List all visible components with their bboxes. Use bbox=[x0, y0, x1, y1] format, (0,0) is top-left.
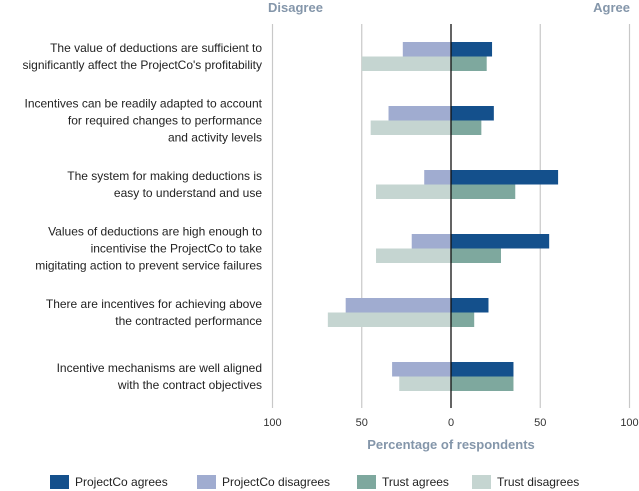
legend-label: Trust disagrees bbox=[497, 475, 579, 489]
bar-projectco-disagrees bbox=[411, 234, 451, 249]
category-label: The value of deductions are sufficient t… bbox=[50, 41, 262, 55]
gridlines bbox=[271, 24, 631, 408]
x-tick-label: 0 bbox=[448, 417, 454, 429]
legend-swatch bbox=[357, 475, 376, 489]
bar-trust-disagrees bbox=[327, 312, 451, 327]
bar-trust-disagrees bbox=[370, 120, 451, 135]
bar-projectco-disagrees bbox=[388, 106, 451, 121]
x-tick-label: 50 bbox=[356, 417, 368, 429]
legend: ProjectCo agrees ProjectCo disagrees Trust… bbox=[50, 475, 579, 489]
x-axis-label: Percentage of respondents bbox=[367, 437, 535, 452]
bar-projectco-disagrees bbox=[392, 362, 451, 377]
x-tick-label: 100 bbox=[263, 417, 281, 429]
bar-trust-disagrees bbox=[376, 184, 451, 199]
category-label: The system for making deductions is bbox=[67, 169, 262, 183]
category-label: migitating action to prevent service fai… bbox=[35, 259, 262, 273]
category-labels: The value of deductions are sufficient t… bbox=[22, 41, 262, 392]
category-label: Incentives can be readily adapted to acc… bbox=[25, 97, 263, 111]
category-label: There are incentives for achieving above bbox=[46, 297, 262, 311]
bar-projectco-agrees bbox=[451, 106, 494, 121]
legend-label: ProjectCo disagrees bbox=[222, 475, 330, 489]
category-label: for required changes to performance bbox=[68, 114, 262, 128]
bar-projectco-disagrees bbox=[402, 42, 451, 57]
x-ticks: 100 50 0 50 100 bbox=[263, 417, 638, 429]
bar-projectco-agrees bbox=[451, 362, 514, 377]
legend-swatch bbox=[50, 475, 69, 489]
bar-trust-agrees bbox=[451, 376, 514, 391]
x-tick-label: 100 bbox=[620, 417, 638, 429]
x-tick-label: 50 bbox=[534, 417, 546, 429]
bars bbox=[327, 24, 559, 408]
legend-swatch bbox=[472, 475, 491, 489]
bar-trust-disagrees bbox=[361, 56, 451, 71]
category-label: the contracted performance bbox=[115, 314, 262, 328]
header-disagree: Disagree bbox=[268, 0, 323, 15]
bar-trust-disagrees bbox=[376, 248, 451, 263]
bar-trust-disagrees bbox=[399, 376, 451, 391]
bar-projectco-agrees bbox=[451, 170, 559, 185]
bar-trust-agrees bbox=[451, 120, 482, 135]
bar-trust-agrees bbox=[451, 248, 501, 263]
legend-label: Trust agrees bbox=[382, 475, 449, 489]
header-agree: Agree bbox=[593, 0, 630, 15]
legend-label: ProjectCo agrees bbox=[75, 475, 168, 489]
legend-swatch bbox=[197, 475, 216, 489]
bar-trust-agrees bbox=[451, 312, 475, 327]
category-label: with the contract objectives bbox=[117, 378, 262, 392]
bar-projectco-agrees bbox=[451, 234, 550, 249]
bar-projectco-disagrees bbox=[424, 170, 451, 185]
bar-trust-agrees bbox=[451, 56, 487, 71]
category-label: easy to understand and use bbox=[114, 186, 262, 200]
bar-projectco-agrees bbox=[451, 42, 493, 57]
bar-projectco-agrees bbox=[451, 298, 489, 313]
category-label: Values of deductions are high enough to bbox=[48, 225, 262, 239]
category-label: Incentive mechanisms are well aligned bbox=[57, 361, 262, 375]
category-label: significantly affect the ProjectCo's pro… bbox=[22, 58, 262, 72]
category-label: incentivise the ProjectCo to take bbox=[91, 242, 263, 256]
bar-trust-agrees bbox=[451, 184, 516, 199]
bar-projectco-disagrees bbox=[345, 298, 451, 313]
category-label: and activity levels bbox=[168, 131, 262, 145]
